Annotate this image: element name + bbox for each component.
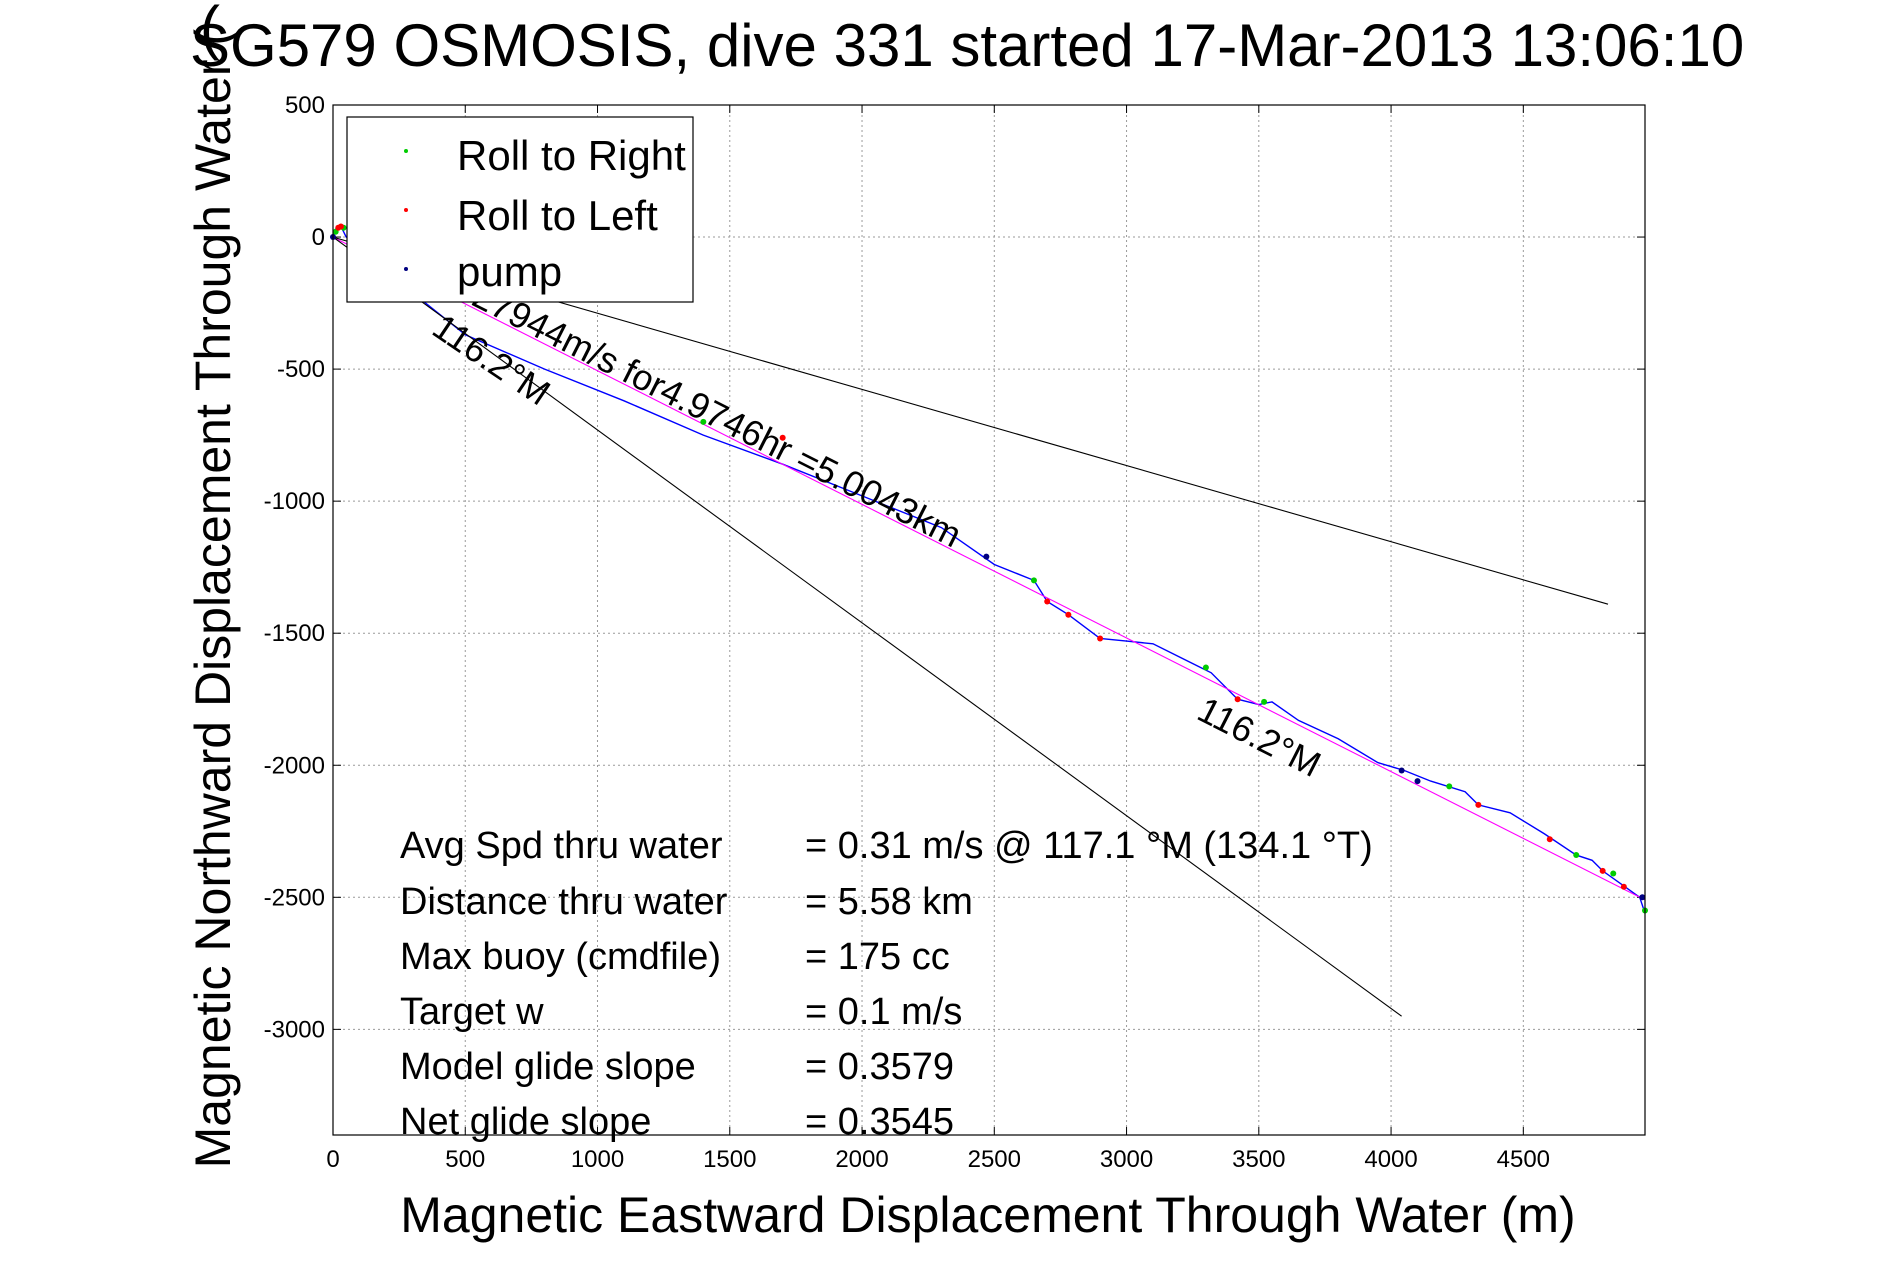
legend-label-roll-left: Roll to Left	[457, 192, 658, 239]
y-tick-label: 0	[312, 224, 325, 251]
roll-left-marker	[1065, 611, 1072, 618]
roll-left-marker	[1599, 867, 1606, 874]
chart-title: SG579 OSMOSIS, dive 331 started 17-Mar-2…	[190, 12, 1744, 79]
x-tick-label: 4000	[1364, 1146, 1417, 1173]
roll-right-marker	[1446, 783, 1453, 790]
legend-label-pump: pump	[457, 248, 562, 295]
stat-label-model-glide: Model glide slope	[400, 1046, 696, 1088]
y-axis-label: Magnetic Northward Displacement Through …	[185, 29, 241, 1169]
heading-line-line	[332, 236, 1402, 1017]
stat-value-distance: = 5.58 km	[805, 881, 973, 923]
roll-left-marker	[1044, 598, 1051, 605]
x-tick-labels: 0 500 1000 1500 2000 2500 3000 3500 4000 4500	[326, 1146, 1550, 1173]
y-tick-label: 500	[285, 92, 325, 119]
y-tick-label: -1500	[264, 620, 325, 647]
roll-right-marker	[1261, 698, 1268, 705]
roll-left-marker	[1234, 696, 1241, 703]
stat-label-target-w: Target w	[400, 991, 544, 1033]
pump-marker	[1639, 894, 1646, 901]
x-tick-label: 2000	[835, 1146, 888, 1173]
y-tick-label: -2500	[264, 884, 325, 911]
roll-right-marker	[1573, 852, 1580, 859]
roll-left-marker	[1475, 801, 1482, 808]
pump-marker	[1398, 767, 1405, 774]
series-markers	[330, 223, 1648, 914]
y-tick-label: -500	[277, 356, 325, 383]
stat-label-avg-spd: Avg Spd thru water	[400, 825, 723, 867]
roll-right-marker	[1610, 870, 1617, 877]
legend-marker-pump	[404, 267, 408, 271]
legend-marker-roll-left	[404, 208, 408, 212]
stat-label-net-glide: Net glide slope	[400, 1101, 651, 1143]
roll-right-marker	[1030, 577, 1037, 584]
roll-right-marker	[1202, 664, 1209, 671]
stat-value-target-w: = 0.1 m/s	[805, 991, 962, 1033]
stats-block: Avg Spd thru water = 0.31 m/s @ 117.1 °M…	[400, 825, 1373, 1143]
stat-value-net-glide: = 0.3545	[805, 1101, 954, 1143]
reference-line-line	[332, 236, 1646, 901]
stat-label-max-buoy: Max buoy (cmdfile)	[400, 936, 721, 978]
y-tick-labels: 500 0 -500 -1000 -1500 -2000 -2500 -3000	[264, 92, 325, 1043]
x-axis-label: Magnetic Eastward Displacement Through W…	[400, 1187, 1575, 1243]
y-tick-label: -3000	[264, 1016, 325, 1043]
y-tick-label: -2000	[264, 752, 325, 779]
x-tick-label: 0	[326, 1146, 339, 1173]
x-tick-label: 4500	[1497, 1146, 1550, 1173]
legend: Roll to Right Roll to Left pump	[346, 116, 694, 303]
x-tick-label: 500	[445, 1146, 485, 1173]
x-tick-label: 1500	[703, 1146, 756, 1173]
x-tick-label: 2500	[968, 1146, 1021, 1173]
stat-label-distance: Distance thru water	[400, 881, 728, 923]
legend-marker-roll-right	[404, 149, 408, 153]
plot-frame	[332, 104, 1646, 1136]
roll-left-marker	[1546, 836, 1553, 843]
stat-value-max-buoy: = 175 cc	[805, 936, 950, 978]
roll-left-marker	[1620, 883, 1627, 890]
pump-marker	[1414, 778, 1421, 785]
pump-marker	[983, 553, 990, 560]
roll-right-marker	[700, 418, 707, 425]
stat-value-avg-spd: = 0.31 m/s @ 117.1 °M (134.1 °T)	[805, 825, 1373, 867]
y-tick-label: -1000	[264, 488, 325, 515]
x-tick-label: 3000	[1100, 1146, 1153, 1173]
roll-left-marker	[1097, 635, 1104, 642]
roll-left-marker	[337, 223, 344, 230]
x-tick-label: 3500	[1232, 1146, 1285, 1173]
legend-label-roll-right: Roll to Right	[457, 132, 686, 179]
stat-value-model-glide: = 0.3579	[805, 1046, 954, 1088]
roll-left-marker	[779, 434, 786, 441]
x-tick-label: 1000	[571, 1146, 624, 1173]
chart-title-obscured-prefix: (	[200, 0, 220, 61]
